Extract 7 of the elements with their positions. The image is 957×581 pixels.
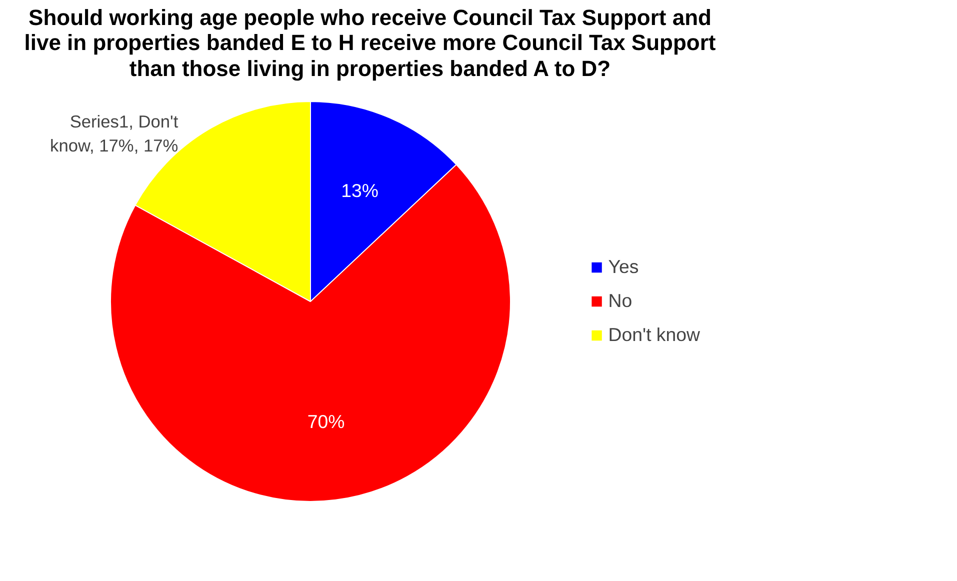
legend-label: Yes [608,256,639,278]
data-label: 13% [341,180,378,201]
legend-label: No [608,290,632,312]
data-label: 70% [307,411,345,432]
data-label: Series1, Don't know, 17%, 17% [50,111,178,156]
chart-title: Should working age people who receive Council Tax Support and live in properties banded E to H receive more Council Tax Support than those living in properties banded A to D? [23,5,717,81]
legend-label: Don't know [608,324,700,346]
